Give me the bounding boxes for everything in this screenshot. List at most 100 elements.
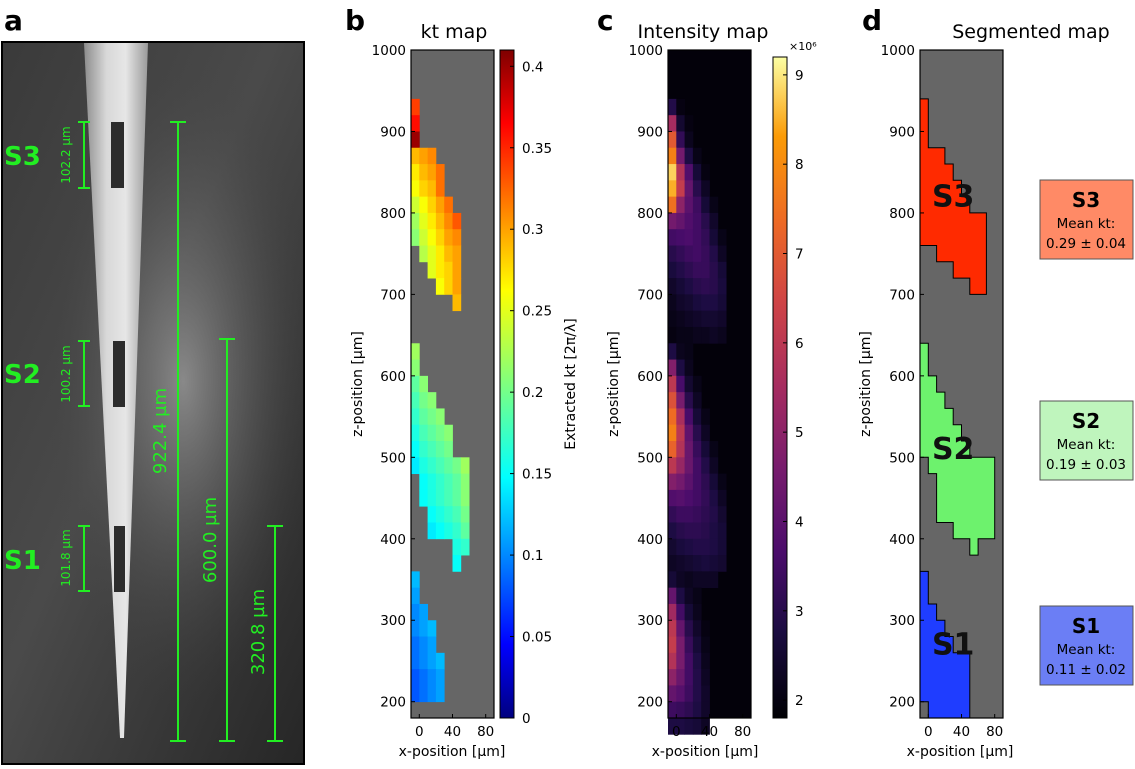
y-tick-label: 400 bbox=[889, 532, 915, 548]
colorbar-tick-label: 2 bbox=[795, 693, 804, 709]
segment-region-s1 bbox=[919, 570, 971, 719]
kt-map-ylabel: z-position [µm] bbox=[350, 331, 366, 437]
heatmap-cell bbox=[427, 261, 437, 279]
heatmap-cell bbox=[460, 489, 470, 507]
heatmap-cell bbox=[668, 359, 677, 377]
heatmap-cell bbox=[684, 424, 694, 442]
heatmap-cell bbox=[435, 278, 445, 295]
heatmap-cell bbox=[676, 555, 685, 572]
y-tick-label: 300 bbox=[889, 613, 915, 629]
heatmap-cell bbox=[427, 506, 437, 523]
heatmap-cell bbox=[709, 261, 719, 279]
heatmap-cell bbox=[435, 669, 445, 686]
colorbar-tick-label: 0.1 bbox=[522, 548, 543, 564]
panel-label-a: a bbox=[4, 4, 23, 37]
y-tick-label: 500 bbox=[637, 450, 663, 466]
heatmap-cell bbox=[427, 245, 437, 263]
heatmap-cell bbox=[460, 522, 470, 540]
heatmap-cell bbox=[411, 229, 420, 246]
dim-total-2 bbox=[219, 338, 235, 742]
y-tick-label: 300 bbox=[380, 613, 406, 629]
sem-distance-2: 600.0 µm bbox=[200, 497, 221, 583]
heatmap-cell bbox=[692, 441, 702, 458]
heatmap-cell bbox=[701, 718, 710, 735]
y-tick-label: 600 bbox=[889, 369, 915, 385]
heatmap-cell bbox=[411, 587, 420, 605]
heatmap-cell bbox=[692, 636, 702, 654]
heatmap-cell bbox=[444, 473, 453, 491]
heatmap-cell bbox=[709, 294, 719, 312]
heatmap-cell bbox=[701, 441, 710, 458]
heatmap-cell bbox=[684, 115, 694, 132]
heatmap-cell bbox=[701, 555, 710, 572]
segmented-map-panel: S3 S2 S1 200 300 400 500 600 700 800 900 1000 0 40 80… bbox=[858, 43, 1134, 760]
heatmap-cell bbox=[684, 473, 694, 491]
heatmap-cell bbox=[684, 652, 694, 670]
heatmap-cell bbox=[668, 261, 677, 279]
heatmap-cell bbox=[676, 326, 685, 344]
heatmap-cell bbox=[676, 212, 685, 230]
heatmap-cell bbox=[411, 424, 420, 442]
heatmap-cell bbox=[668, 473, 677, 491]
segmented-regions: S3 S2 S1 bbox=[919, 98, 996, 719]
kt-colorbar-label: Extracted kt [2π/λ] bbox=[563, 318, 579, 449]
heatmap-cell bbox=[692, 245, 702, 263]
heatmap-cell bbox=[427, 147, 437, 165]
heatmap-cell bbox=[668, 489, 677, 507]
intensity-ylabel: z-position [µm] bbox=[606, 331, 622, 437]
sem-label-s3: S3 bbox=[4, 142, 41, 172]
heatmap-cell bbox=[676, 571, 685, 589]
heatmap-cell bbox=[668, 685, 677, 703]
heatmap-cell bbox=[668, 278, 677, 295]
heatmap-cell bbox=[411, 375, 420, 393]
heatmap-cell bbox=[684, 180, 694, 198]
segment-region-s3 bbox=[919, 98, 987, 295]
heatmap-cell bbox=[419, 164, 428, 181]
heatmap-cell bbox=[684, 555, 694, 572]
heatmap-cell bbox=[435, 506, 445, 523]
heatmap-cell bbox=[684, 701, 694, 719]
heatmap-cell bbox=[676, 278, 685, 295]
x-tick-label: 0 bbox=[924, 724, 933, 740]
intensity-map-panel: 200 300 400 500 600 700 800 900 1000 0 40 80 x-posi… bbox=[606, 40, 817, 760]
heatmap-cell bbox=[411, 343, 420, 360]
heatmap-cell bbox=[668, 375, 677, 393]
heatmap-cell bbox=[676, 229, 685, 246]
heatmap-cell bbox=[692, 555, 702, 572]
heatmap-cell bbox=[701, 538, 710, 556]
heatmap-cell bbox=[427, 685, 437, 703]
heatmap-cell bbox=[692, 652, 702, 670]
heatmap-cell bbox=[692, 278, 702, 295]
heatmap-cell bbox=[709, 555, 719, 572]
heatmap-cell bbox=[717, 245, 727, 263]
heatmap-cell bbox=[692, 229, 702, 246]
heatmap-cell bbox=[668, 294, 677, 312]
heatmap-cell bbox=[435, 212, 445, 230]
heatmap-cell bbox=[668, 392, 677, 409]
heatmap-cell bbox=[717, 310, 727, 328]
kt-map-panel: 200 300 400 500 600 700 800 900 1000 0 40 80 x-posi… bbox=[350, 43, 579, 760]
segment-summary-boxes: S3 Mean kt: 0.29 ± 0.04 S2 Mean kt: 0.19 ± 0.… bbox=[1039, 179, 1134, 686]
heatmap-cell bbox=[427, 441, 437, 458]
segment-box-name: S2 bbox=[1072, 409, 1100, 433]
y-tick-label: 800 bbox=[637, 206, 663, 222]
heatmap-cell bbox=[684, 359, 694, 377]
y-tick-label: 200 bbox=[637, 695, 663, 711]
y-tick-label: 200 bbox=[889, 695, 915, 711]
heatmap-cell bbox=[435, 196, 445, 214]
heatmap-cell bbox=[676, 620, 685, 637]
heatmap-cell bbox=[701, 278, 710, 295]
colorbar-tick-label: 0.4 bbox=[522, 59, 543, 75]
heatmap-cell bbox=[444, 278, 453, 295]
panel-d-title: Segmented map bbox=[952, 21, 1110, 43]
heatmap-cell bbox=[444, 212, 453, 230]
heatmap-cell bbox=[419, 424, 428, 442]
heatmap-cell bbox=[684, 506, 694, 523]
heatmap-cell bbox=[435, 441, 445, 458]
heatmap-cell bbox=[684, 489, 694, 507]
y-tick-label: 900 bbox=[889, 124, 915, 140]
heatmap-cell bbox=[709, 326, 719, 344]
segmented-xlabel: x-position [µm] bbox=[907, 744, 1014, 760]
heatmap-cell bbox=[427, 424, 437, 442]
